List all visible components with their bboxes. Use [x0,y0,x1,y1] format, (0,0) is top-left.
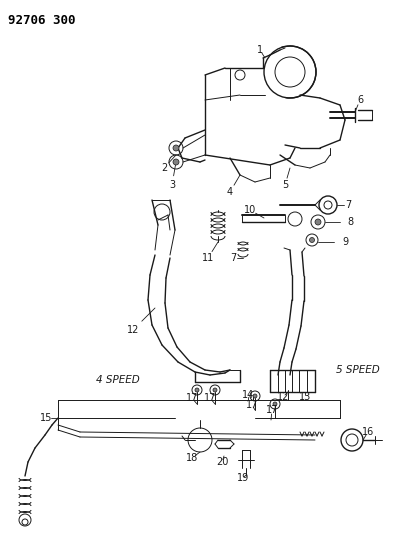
Text: 11: 11 [202,253,214,263]
Text: 15: 15 [40,413,52,423]
Text: 13: 13 [299,392,311,402]
Text: 92706 300: 92706 300 [8,14,76,27]
Text: 10: 10 [244,205,256,215]
Text: 16: 16 [362,427,374,437]
Circle shape [253,394,257,398]
Circle shape [213,388,217,392]
Text: 20: 20 [216,457,228,467]
Text: 14: 14 [242,390,254,400]
Text: 8: 8 [347,217,353,227]
Text: 1: 1 [257,45,263,55]
Text: 7: 7 [345,200,351,210]
Text: 19: 19 [237,473,249,483]
Text: 4: 4 [227,187,233,197]
Circle shape [195,388,199,392]
Text: 2: 2 [161,163,167,173]
Text: 17: 17 [186,393,198,403]
Text: 18: 18 [186,453,198,463]
Circle shape [315,219,321,225]
Text: 12: 12 [127,325,139,335]
Text: 3: 3 [169,180,175,190]
Circle shape [173,159,179,165]
Text: 9: 9 [342,237,348,247]
Circle shape [273,402,277,406]
Circle shape [310,238,314,243]
Text: 6: 6 [357,95,363,105]
Circle shape [173,145,179,151]
Text: 4 SPEED: 4 SPEED [96,375,140,385]
Text: 7: 7 [230,253,236,263]
Text: 17: 17 [246,400,258,410]
Text: 5: 5 [282,180,288,190]
Text: 12: 12 [277,392,289,402]
Text: 5 SPEED: 5 SPEED [336,365,380,375]
Text: 17: 17 [204,393,216,403]
Text: 17: 17 [266,405,278,415]
